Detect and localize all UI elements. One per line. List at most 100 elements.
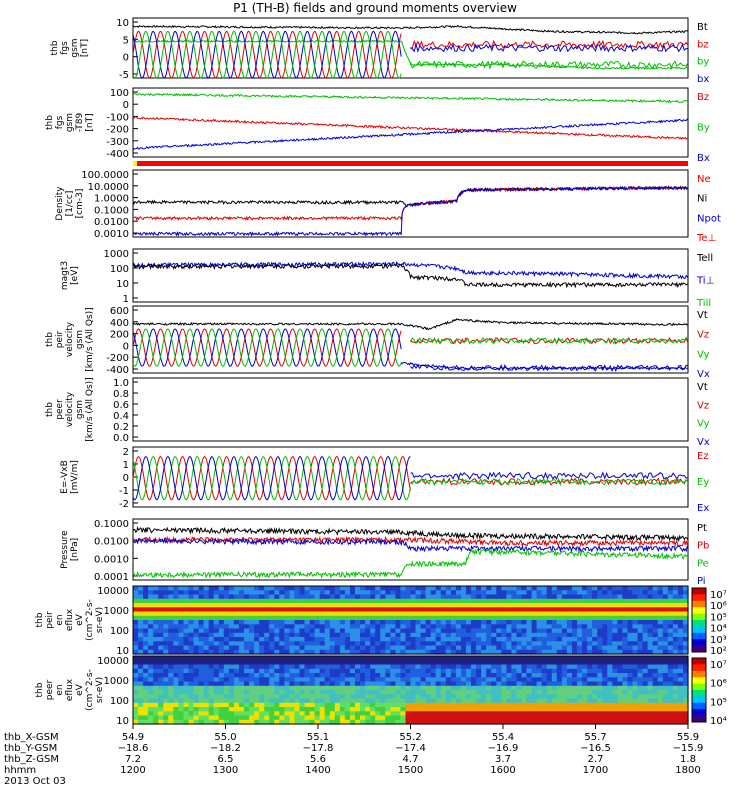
panel-8-cell: [420, 590, 427, 596]
panel-8-cell: [153, 645, 159, 651]
panel-9-cell: [218, 690, 225, 695]
panel-8-cell: [607, 615, 613, 621]
panel-9-cell: [319, 715, 326, 721]
panel-8-cell: [143, 637, 149, 642]
panel-9-colorbar-swatch: [692, 702, 706, 710]
panel-8-cell: [223, 628, 230, 634]
panel-9-cell: [314, 685, 321, 691]
panel-8-cell: [143, 628, 149, 634]
panel-8-cell: [319, 632, 326, 638]
panel-9-cell: [163, 673, 169, 678]
panel-9-cell: [491, 702, 497, 708]
panel-9-cell: [319, 660, 326, 666]
panel-9-cell: [249, 656, 255, 661]
panel-9-cell: [370, 711, 376, 717]
panel-8-cell: [254, 607, 260, 613]
panel-9-cell: [344, 690, 351, 695]
panel-8-cell: [546, 637, 553, 642]
panel-9-cell: [143, 677, 149, 683]
panel-9-cell: [672, 698, 679, 704]
panel-9-cell: [350, 702, 356, 708]
panel-8-cell: [208, 594, 215, 600]
panel-8-cell: [506, 586, 512, 591]
panel-8-cell: [148, 620, 154, 625]
panel-8-cell: [239, 594, 245, 600]
panel-8-cell: [360, 594, 366, 600]
panel-8-cell: [213, 645, 220, 651]
panel-8-cell: [592, 594, 598, 600]
panel-8-cell: [435, 611, 442, 617]
panel-9-cell: [355, 690, 361, 695]
panel-8-cell: [496, 637, 502, 642]
panel-8-cell: [430, 594, 437, 600]
panel-8-cell: [390, 628, 396, 634]
panel-9-cell: [612, 668, 618, 674]
panel-9-cell: [677, 677, 684, 683]
panel-9-cell: [319, 673, 326, 678]
panel-9-cell: [218, 681, 225, 687]
panel-8-cell: [355, 615, 361, 621]
panel-9-cell: [365, 707, 371, 712]
panel-8-cell: [309, 603, 316, 608]
panel-8-cell: [617, 590, 623, 596]
panel-9-cell: [299, 690, 306, 695]
panel-9-cell: [577, 664, 583, 670]
panel-9-cell: [269, 698, 275, 704]
panel-8-cell: [390, 620, 396, 625]
panel-8-cell: [461, 611, 467, 617]
panel-9-cell: [536, 656, 543, 661]
panel-9-cell: [365, 694, 371, 700]
panel-8-cell: [148, 598, 154, 604]
panel-9-cell: [133, 715, 139, 721]
panel-9-cell: [380, 685, 386, 691]
panel-9-cell: [304, 698, 311, 704]
panel-9-cell: [561, 698, 568, 704]
panel-8-cell: [375, 594, 381, 600]
panel-9-cell: [133, 719, 139, 725]
panel-8-cell: [506, 637, 512, 642]
panel-9-cell: [435, 690, 442, 695]
panel-9-cell: [319, 668, 326, 674]
panel-8-cell: [506, 620, 512, 625]
panel-8-cell: [577, 649, 583, 655]
panel-8-cell: [218, 611, 225, 617]
panel-9-cell: [133, 677, 139, 683]
panel-8-cell: [572, 615, 578, 621]
panel-9-cell: [420, 677, 427, 683]
panel-8-cell: [158, 624, 164, 630]
panel-6-legend: Ez: [697, 451, 709, 462]
panel-9-cell: [637, 690, 644, 695]
panel-8-cell: [228, 641, 235, 647]
panel-9-cell: [592, 690, 598, 695]
panel-9-cell: [304, 694, 311, 700]
panel-8-cell: [496, 611, 502, 617]
panel-9-cell: [400, 681, 406, 687]
panel-9-cell: [572, 664, 578, 670]
panel-8-cell: [430, 607, 437, 613]
panel-8-cell: [546, 649, 553, 655]
panel-9-cell: [541, 702, 548, 708]
panel-8-cell: [183, 603, 190, 608]
panel-8-cell: [223, 586, 230, 591]
panel-8-cell: [536, 586, 543, 591]
panel-9-cell: [269, 673, 275, 678]
panel-8-cell: [657, 649, 664, 655]
panel-8-cell: [677, 598, 684, 604]
panel-8-cell: [420, 624, 427, 630]
panel-8-cell: [355, 645, 361, 651]
panel-8-cell: [637, 628, 644, 634]
panel-9-cell: [203, 685, 210, 691]
panel-7-legend: Pb: [697, 541, 709, 552]
panel-8-cell: [516, 611, 523, 617]
panel-9-cell: [223, 685, 230, 691]
panel-8-cell: [254, 628, 260, 634]
panel-8-cell: [249, 611, 255, 617]
panel-9-cell: [617, 685, 623, 691]
panel-8-cell: [218, 637, 225, 642]
panel-8-cell: [476, 624, 482, 630]
panel-9-cell: [148, 681, 154, 687]
panel-9-cell: [284, 711, 290, 717]
panel-9-cell: [677, 673, 684, 678]
panel-9-cell: [329, 702, 336, 708]
panel-8-cell: [380, 649, 386, 655]
